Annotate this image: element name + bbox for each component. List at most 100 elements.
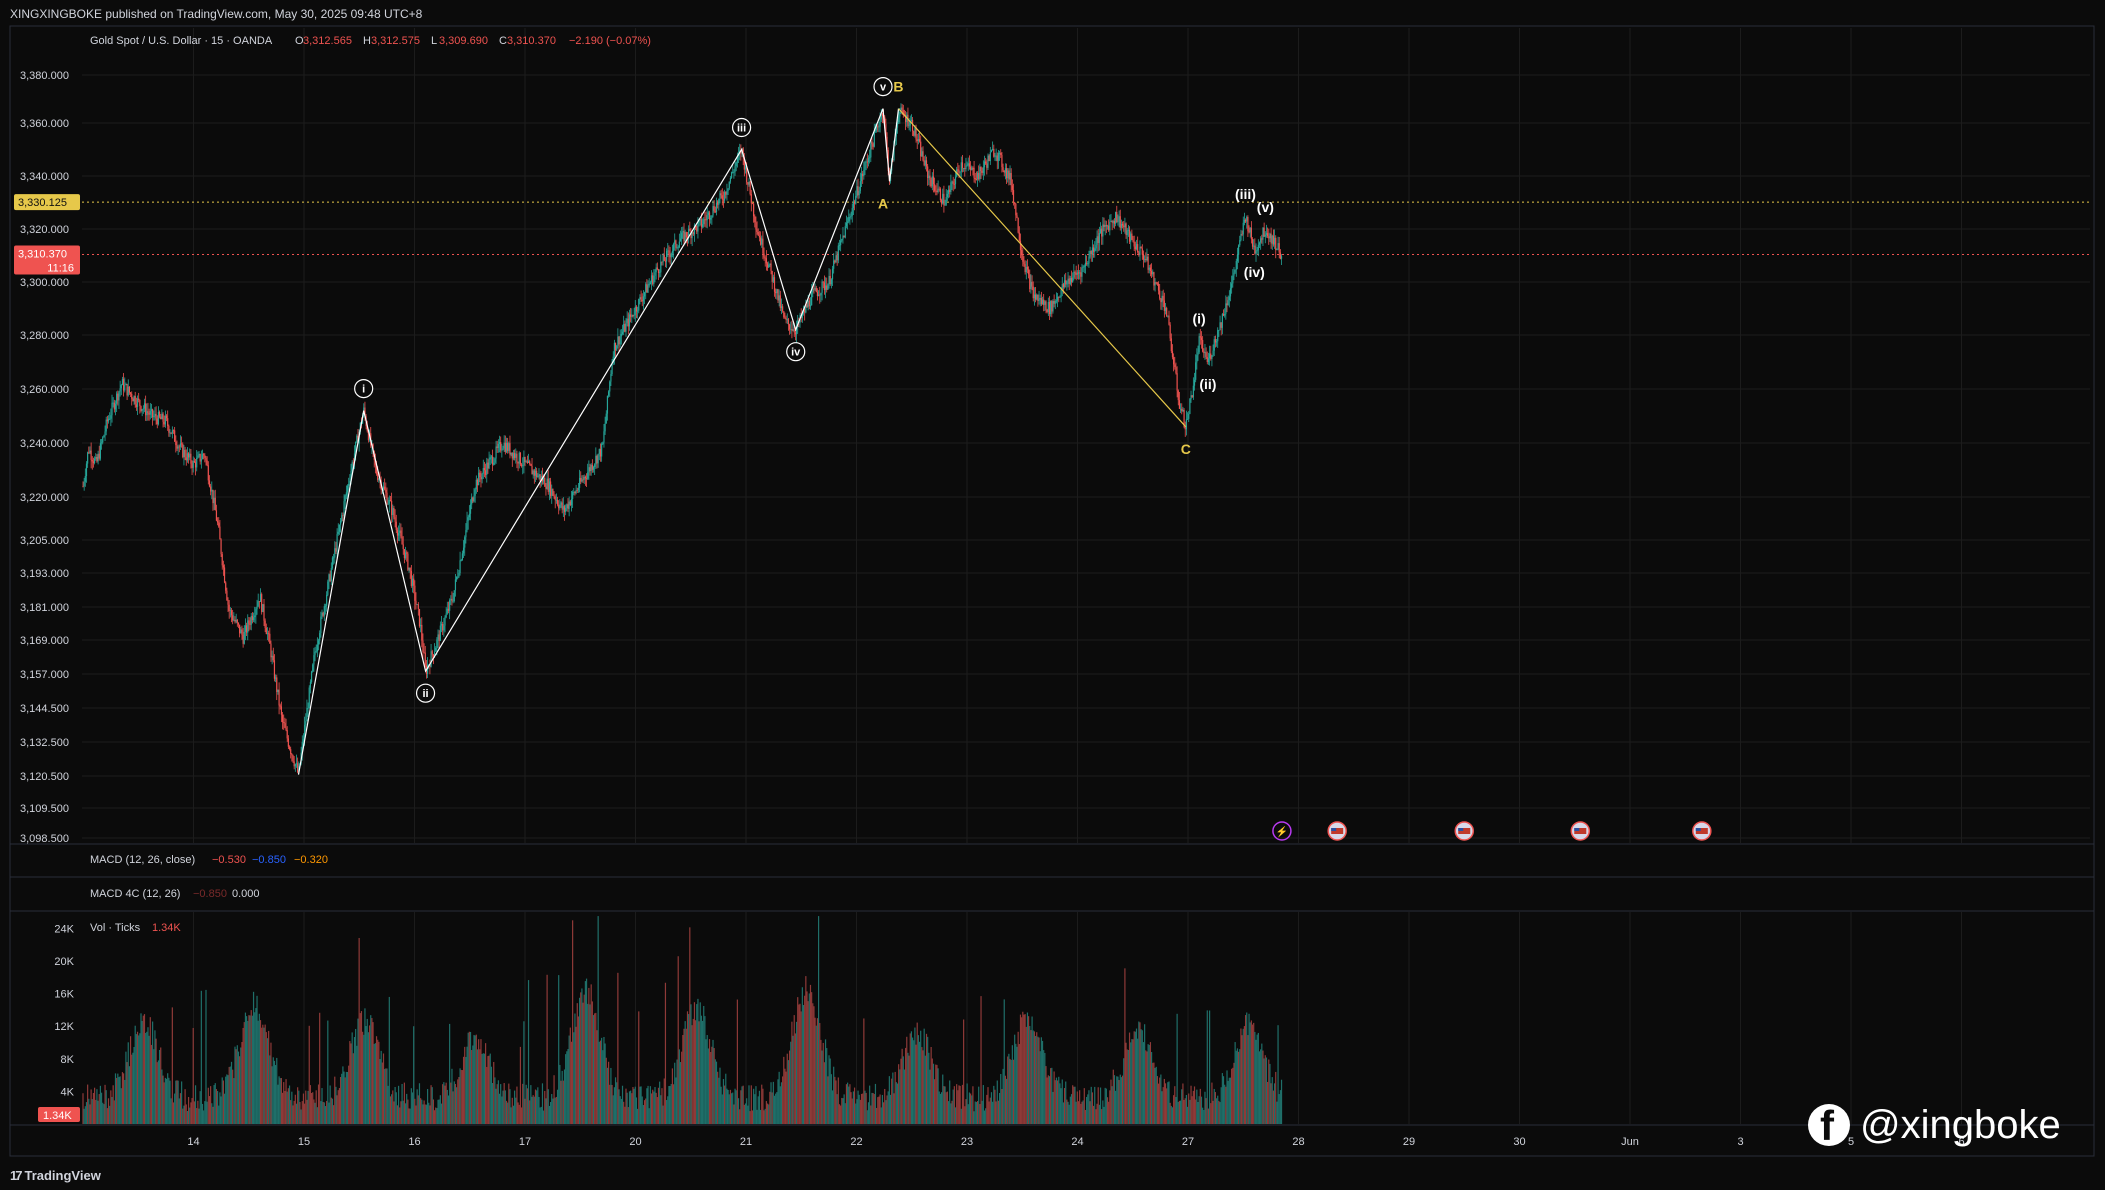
- volume-bar: [1094, 1086, 1096, 1124]
- volume-bar: [198, 1108, 200, 1124]
- volume-bar: [1224, 1084, 1226, 1124]
- volume-bar: [566, 1051, 568, 1124]
- candle-body: [1153, 272, 1155, 286]
- volume-bar: [1227, 1080, 1229, 1124]
- volume-bar: [570, 1041, 573, 1124]
- candle-body: [750, 194, 752, 204]
- candle-body: [409, 567, 411, 571]
- volume-bar: [844, 1103, 846, 1124]
- candle-body: [187, 453, 190, 458]
- volume-bar: [1200, 1096, 1203, 1124]
- candle-body: [1137, 244, 1139, 253]
- candle-body: [204, 455, 206, 458]
- volume-bar: [1207, 1108, 1210, 1124]
- volume-bar: [551, 1094, 553, 1124]
- candle-body: [174, 430, 176, 442]
- candle-body: [1098, 233, 1100, 243]
- tradingview-logo[interactable]: 17 TradingView: [10, 1168, 101, 1183]
- candle-body: [366, 426, 368, 432]
- volume-bar: [592, 1015, 595, 1124]
- candle-body: [397, 533, 400, 536]
- candle-body: [437, 634, 439, 640]
- candle-body: [959, 171, 961, 173]
- volume-bar: [545, 1098, 547, 1124]
- candle-body: [140, 406, 142, 411]
- candle-body: [986, 163, 988, 168]
- candle-body: [1278, 243, 1280, 253]
- candle-body: [150, 409, 153, 411]
- candle-body: [1195, 362, 1197, 380]
- candle-body: [475, 479, 477, 490]
- volume-bar: [496, 1084, 498, 1124]
- candle-body: [322, 612, 324, 616]
- volume-bar: [1155, 1066, 1157, 1124]
- volume-bar: [596, 1030, 598, 1124]
- price-tick-label: 3,220.000: [20, 492, 69, 504]
- candle-body: [1001, 155, 1003, 168]
- candle-body: [1076, 272, 1078, 275]
- candle-body: [307, 708, 309, 709]
- candle-body: [1162, 295, 1164, 301]
- candle-body: [495, 446, 497, 459]
- candle-body: [990, 150, 993, 153]
- volume-bar: [609, 1084, 611, 1124]
- candle-body: [1261, 238, 1263, 240]
- volume-bar: [983, 1110, 986, 1124]
- candle-body: [734, 166, 736, 172]
- volume-bar: [416, 1089, 418, 1124]
- candle-body: [403, 548, 405, 559]
- legend-c-label: C: [499, 35, 507, 47]
- volume-bar: [992, 1101, 994, 1124]
- volume-bar: [1228, 1077, 1230, 1124]
- candles: [82, 103, 1283, 775]
- volume-bar: [1255, 1039, 1257, 1124]
- candle-body: [488, 459, 490, 469]
- volume-bar: [1040, 1037, 1042, 1124]
- candle-body: [536, 470, 538, 478]
- candle-body: [556, 499, 559, 505]
- volume-bar: [659, 1081, 661, 1124]
- volume-bar: [241, 1041, 243, 1124]
- candle-body: [575, 489, 577, 494]
- volume-bar: [445, 1082, 447, 1124]
- volume-bar: [792, 1035, 794, 1124]
- candle-body: [235, 619, 237, 622]
- volume-bar: [1183, 1099, 1185, 1124]
- volume-bar: [333, 1105, 335, 1124]
- candle-body: [326, 594, 328, 606]
- candle-body: [385, 489, 387, 493]
- volume-bar: [259, 1020, 262, 1124]
- candle-body: [842, 235, 844, 240]
- candle-body: [1011, 185, 1013, 191]
- volume-bar: [871, 1092, 873, 1124]
- volume-bar: [239, 1056, 241, 1124]
- candle-body: [668, 250, 670, 255]
- volume-bar: [649, 1086, 651, 1124]
- volume-bar: [698, 1021, 700, 1124]
- volume-bar: [561, 1070, 563, 1124]
- candle-body: [574, 492, 576, 494]
- volume-bar: [979, 1104, 981, 1124]
- volume-bar: [436, 1108, 438, 1124]
- volume-bar: [582, 1002, 584, 1124]
- candle-body: [84, 476, 86, 482]
- volume-bar: [544, 1090, 546, 1124]
- volume-bar: [230, 1061, 233, 1124]
- wave-line: [297, 108, 884, 775]
- candle-body: [757, 231, 759, 236]
- candle-body: [1164, 308, 1167, 311]
- candle-body: [877, 126, 879, 128]
- candle-body: [1215, 341, 1218, 343]
- candle-body: [539, 474, 541, 481]
- volume-bar: [229, 1066, 231, 1124]
- volume-bar: [1070, 1094, 1073, 1124]
- volume-bar: [821, 1050, 823, 1124]
- candle-body: [406, 552, 408, 554]
- macd4c-legend: MACD 4C (12, 26) −0.850 0.000: [90, 888, 260, 900]
- candle-body: [117, 393, 119, 401]
- volume-bar: [221, 1077, 223, 1124]
- volume-bar: [783, 1056, 785, 1124]
- volume-bar: [693, 1002, 696, 1124]
- volume-bar: [330, 1097, 332, 1124]
